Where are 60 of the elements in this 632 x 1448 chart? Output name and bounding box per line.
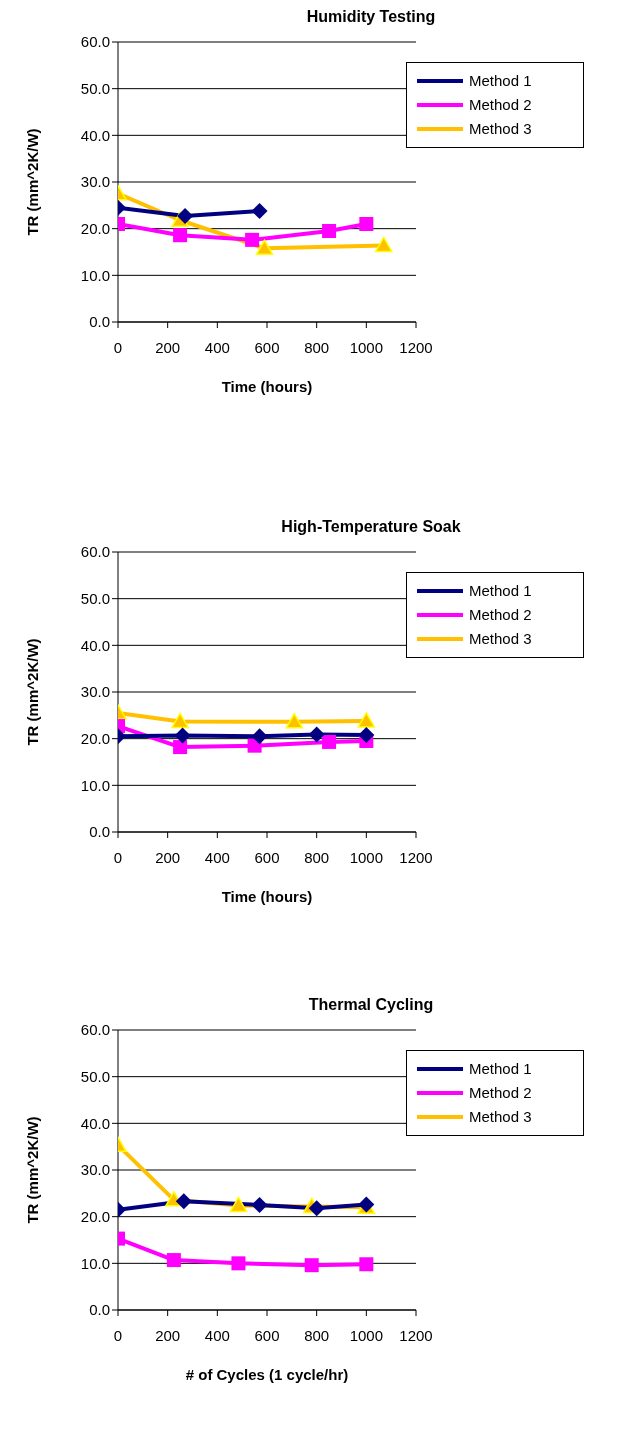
y-tick-label: 30.0 bbox=[80, 173, 110, 191]
x-tick-label: 400 bbox=[204, 848, 230, 866]
y-tick-label: 50.0 bbox=[80, 1067, 110, 1085]
legend-label: Method 2 bbox=[469, 1083, 532, 1103]
legend-label: Method 2 bbox=[469, 95, 532, 115]
x-tick-label: 1200 bbox=[399, 1326, 433, 1344]
legend-label: Method 2 bbox=[469, 605, 532, 625]
y-tick-label: 0.0 bbox=[89, 1301, 110, 1319]
x-tick-label: 600 bbox=[254, 338, 280, 356]
x-tick-label: 200 bbox=[155, 1326, 181, 1344]
y-tick-label: 10.0 bbox=[80, 266, 110, 284]
legend-label: Method 1 bbox=[469, 1059, 532, 1079]
x-axis-title: Time (hours) bbox=[221, 378, 313, 395]
x-tick-label: 0 bbox=[113, 848, 123, 866]
y-tick-label: 30.0 bbox=[80, 1161, 110, 1179]
x-tick-label: 600 bbox=[254, 848, 280, 866]
x-tick-label: 0 bbox=[113, 338, 123, 356]
chart-title: High-Temperature Soak bbox=[280, 517, 462, 537]
y-tick-label: 60.0 bbox=[80, 33, 110, 51]
legend-label: Method 1 bbox=[469, 71, 532, 91]
x-axis-title: # of Cycles (1 cycle/hr) bbox=[185, 1366, 349, 1383]
x-tick-label: 1200 bbox=[399, 338, 433, 356]
x-tick-label: 800 bbox=[304, 848, 330, 866]
y-axis-title: TR (mm^2K/W) bbox=[24, 1116, 42, 1224]
y-tick-label: 30.0 bbox=[80, 683, 110, 701]
y-tick-label: 20.0 bbox=[80, 1207, 110, 1225]
legend-label: Method 3 bbox=[469, 629, 532, 649]
y-tick-label: 50.0 bbox=[80, 589, 110, 607]
y-tick-label: 40.0 bbox=[80, 1114, 110, 1132]
x-tick-label: 600 bbox=[254, 1326, 280, 1344]
y-tick-label: 0.0 bbox=[89, 313, 110, 331]
chart-title: Humidity Testing bbox=[305, 8, 437, 27]
x-tick-label: 400 bbox=[204, 338, 230, 356]
y-tick-label: 0.0 bbox=[89, 823, 110, 841]
y-tick-label: 20.0 bbox=[80, 729, 110, 747]
y-tick-label: 10.0 bbox=[80, 1254, 110, 1272]
x-tick-label: 0 bbox=[113, 1326, 123, 1344]
y-tick-label: 10.0 bbox=[80, 776, 110, 794]
legend-label: Method 3 bbox=[469, 119, 532, 139]
x-tick-label: 200 bbox=[155, 848, 181, 866]
y-tick-label: 40.0 bbox=[80, 126, 110, 144]
x-tick-label: 200 bbox=[155, 338, 181, 356]
x-tick-label: 800 bbox=[304, 1326, 330, 1344]
y-tick-label: 60.0 bbox=[80, 1021, 110, 1039]
x-tick-label: 1000 bbox=[349, 848, 384, 866]
y-tick-label: 40.0 bbox=[80, 636, 110, 654]
chart-title: Thermal Cycling bbox=[307, 995, 435, 1015]
y-tick-label: 20.0 bbox=[80, 219, 110, 237]
x-tick-label: 1000 bbox=[349, 338, 384, 356]
x-tick-label: 1200 bbox=[399, 848, 433, 866]
x-axis-title: Time (hours) bbox=[221, 888, 313, 905]
y-axis-title: TR (mm^2K/W) bbox=[24, 638, 42, 746]
y-tick-label: 50.0 bbox=[80, 79, 110, 97]
x-tick-label: 1000 bbox=[349, 1326, 384, 1344]
y-axis-title: TR (mm^2K/W) bbox=[24, 128, 42, 236]
legend-label: Method 1 bbox=[469, 581, 532, 601]
x-tick-label: 800 bbox=[304, 338, 330, 356]
x-tick-label: 400 bbox=[204, 1326, 230, 1344]
y-tick-label: 60.0 bbox=[80, 543, 110, 561]
legend-label: Method 3 bbox=[469, 1107, 532, 1127]
